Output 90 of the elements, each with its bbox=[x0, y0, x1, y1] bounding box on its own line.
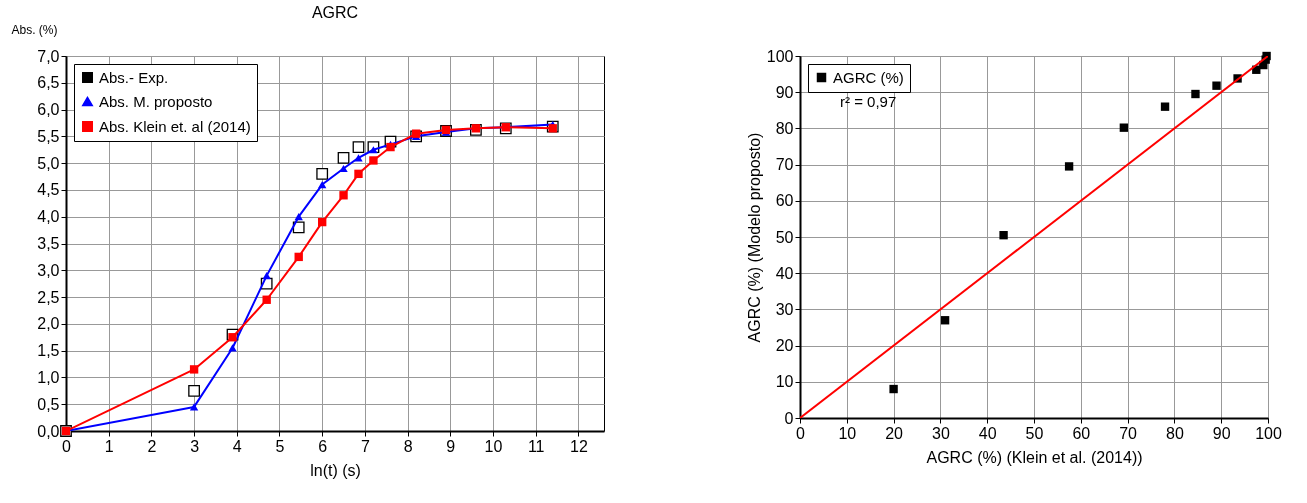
point bbox=[889, 384, 898, 394]
y-tick-label: 50 bbox=[775, 228, 794, 246]
y-tick-label: 5,0 bbox=[37, 154, 60, 172]
point bbox=[189, 365, 199, 374]
point bbox=[1160, 102, 1170, 111]
point bbox=[262, 272, 271, 280]
y-tick-label: 7,0 bbox=[37, 47, 60, 65]
legend-label: Abs.- Exp. bbox=[99, 68, 169, 86]
y-axis-title: Abs. (%) bbox=[11, 22, 58, 37]
x-tick-label: 60 bbox=[1072, 424, 1091, 442]
y-tick-label: 1,0 bbox=[37, 368, 60, 386]
x-tick-label: 90 bbox=[1212, 424, 1231, 442]
x-tick-label: 10 bbox=[838, 424, 857, 442]
x-tick-label: 70 bbox=[1119, 424, 1138, 442]
y-tick-label: 6,5 bbox=[37, 74, 60, 92]
x-tick-label: 20 bbox=[885, 424, 904, 442]
point bbox=[318, 180, 327, 189]
point bbox=[316, 167, 329, 180]
y-tick-label: 2,5 bbox=[37, 288, 60, 306]
x-tick-label: 9 bbox=[446, 437, 456, 455]
y-tick-label: 2,0 bbox=[37, 315, 60, 333]
x-axis-title: ln(t) (s) bbox=[310, 461, 361, 479]
x-tick-label: 30 bbox=[932, 424, 950, 442]
point bbox=[339, 191, 348, 200]
y-tick-label: 3,0 bbox=[37, 261, 60, 279]
point bbox=[318, 217, 327, 227]
x-tick-label: 7 bbox=[360, 437, 370, 455]
x-tick-label: 4 bbox=[232, 437, 242, 455]
point bbox=[386, 142, 395, 152]
y-tick-label: 0,5 bbox=[37, 395, 60, 413]
y-tick-label: 20 bbox=[775, 337, 794, 355]
y-tick-label: 90 bbox=[775, 83, 794, 101]
legend-label: AGRC (%) bbox=[833, 68, 904, 86]
point bbox=[548, 124, 557, 133]
point bbox=[188, 384, 200, 397]
x-tick-label: 40 bbox=[978, 424, 997, 442]
x-tick-label: 0 bbox=[62, 437, 72, 455]
x-tick-label: 1 bbox=[104, 437, 114, 455]
x-tick-label: 6 bbox=[318, 437, 328, 455]
y-tick-label: 3,5 bbox=[37, 235, 60, 252]
point bbox=[940, 316, 950, 325]
y-tick-label: 100 bbox=[766, 47, 794, 65]
x-tick-label: 80 bbox=[1166, 424, 1184, 442]
point bbox=[1212, 81, 1221, 90]
x-tick-label: 100 bbox=[1255, 424, 1282, 442]
x-tick-label: 10 bbox=[484, 437, 503, 455]
point bbox=[228, 344, 237, 352]
x-tick-label: 3 bbox=[190, 437, 200, 455]
point bbox=[294, 213, 303, 221]
point bbox=[352, 141, 365, 153]
chart-title: AGRC bbox=[311, 4, 359, 21]
y-tick-label: 40 bbox=[775, 264, 794, 282]
x-tick-label: 8 bbox=[403, 437, 413, 455]
y-tick-label: 5,5 bbox=[37, 127, 60, 145]
y-tick-label: 70 bbox=[775, 156, 794, 174]
y-axis-title: AGRC (%) (Modelo proposto) bbox=[745, 132, 763, 343]
point bbox=[339, 164, 348, 173]
point bbox=[294, 252, 303, 262]
x-tick-label: 50 bbox=[1025, 424, 1044, 442]
point bbox=[354, 169, 363, 179]
y-tick-label: 1,5 bbox=[37, 342, 60, 360]
y-tick-label: 80 bbox=[775, 119, 794, 137]
annotation: r² = 0,97 bbox=[840, 93, 897, 110]
legend-label: Abs. M. proposto bbox=[99, 92, 213, 110]
y-tick-label: 6,0 bbox=[37, 101, 60, 119]
y-tick-label: 0 bbox=[784, 409, 794, 427]
point bbox=[1064, 162, 1074, 171]
y-tick-label: 30 bbox=[775, 300, 794, 318]
legend-label: Abs. Klein et. al (2014) bbox=[99, 117, 251, 135]
point bbox=[369, 146, 378, 154]
point bbox=[999, 231, 1008, 240]
x-tick-label: 2 bbox=[147, 437, 157, 455]
point bbox=[337, 151, 350, 164]
y-tick-label: 10 bbox=[775, 373, 794, 391]
point bbox=[369, 156, 378, 165]
point bbox=[1191, 89, 1200, 99]
x-tick-label: 12 bbox=[569, 437, 588, 455]
y-tick-label: 0,0 bbox=[37, 422, 60, 440]
point bbox=[354, 154, 363, 162]
point bbox=[1119, 123, 1129, 132]
y-tick-label: 60 bbox=[775, 192, 794, 210]
y-tick-label: 4,5 bbox=[37, 181, 60, 199]
point bbox=[189, 403, 199, 411]
x-tick-label: 0 bbox=[796, 424, 806, 442]
x-tick-label: 5 bbox=[275, 437, 285, 455]
x-tick-label: 11 bbox=[527, 437, 545, 455]
y-tick-label: 4,0 bbox=[37, 208, 60, 226]
x-axis-title: AGRC (%) (Klein et al. (2014)) bbox=[926, 448, 1143, 466]
point bbox=[228, 333, 237, 342]
point bbox=[262, 295, 271, 304]
